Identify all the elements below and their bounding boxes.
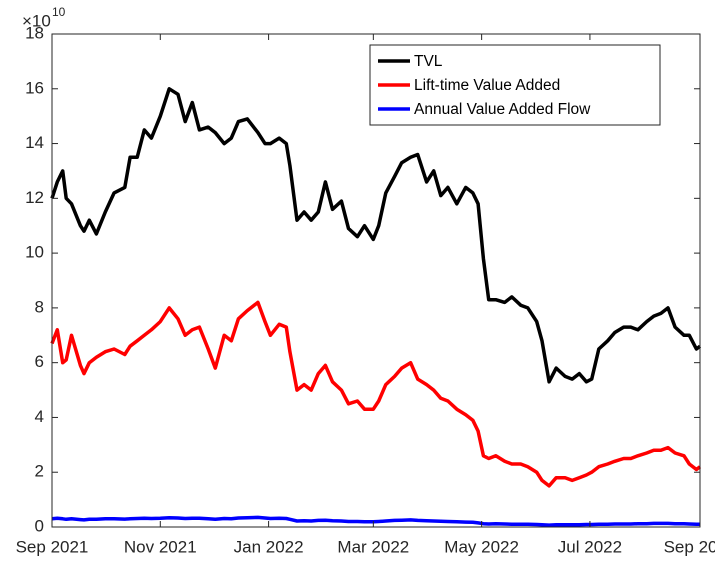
y-tick-label: 14 xyxy=(25,133,44,152)
legend-label: Annual Value Added Flow xyxy=(414,101,591,118)
y-tick-label: 6 xyxy=(35,352,44,371)
legend-box xyxy=(369,44,661,126)
y-tick-label: 0 xyxy=(35,516,44,535)
legend: TVL Lift-time Value Added Annual Value Add… xyxy=(369,44,661,126)
x-tick-label: Jan 2022 xyxy=(234,537,304,556)
series-line xyxy=(50,300,702,488)
x-tick-label: Sep 2021 xyxy=(16,537,89,556)
legend-label: TVL xyxy=(414,53,443,70)
series-line xyxy=(51,515,700,527)
x-tick-label: May 2022 xyxy=(444,537,519,556)
y-tick-label: 8 xyxy=(35,297,44,316)
y-tick-label: 2 xyxy=(35,462,44,481)
x-tick-label: Mar 2022 xyxy=(337,537,409,556)
y-tick-label: 12 xyxy=(25,188,44,207)
y-tick-label: 10 xyxy=(25,243,44,262)
x-tick-label: Sep 2022 xyxy=(664,537,715,556)
y-tick-label: 4 xyxy=(35,407,44,426)
x-tick-label: Jul 2022 xyxy=(558,537,622,556)
legend-label: Lift-time Value Added xyxy=(414,77,560,94)
plot-frame xyxy=(51,33,701,528)
y-tick-label: 18 xyxy=(25,23,44,42)
y-tick-label: 16 xyxy=(25,78,44,97)
y-multiplier-base: ×10 xyxy=(22,11,51,30)
y-multiplier-power: 10 xyxy=(52,5,66,19)
x-tick-label: Nov 2021 xyxy=(124,537,197,556)
series-line xyxy=(50,87,702,384)
